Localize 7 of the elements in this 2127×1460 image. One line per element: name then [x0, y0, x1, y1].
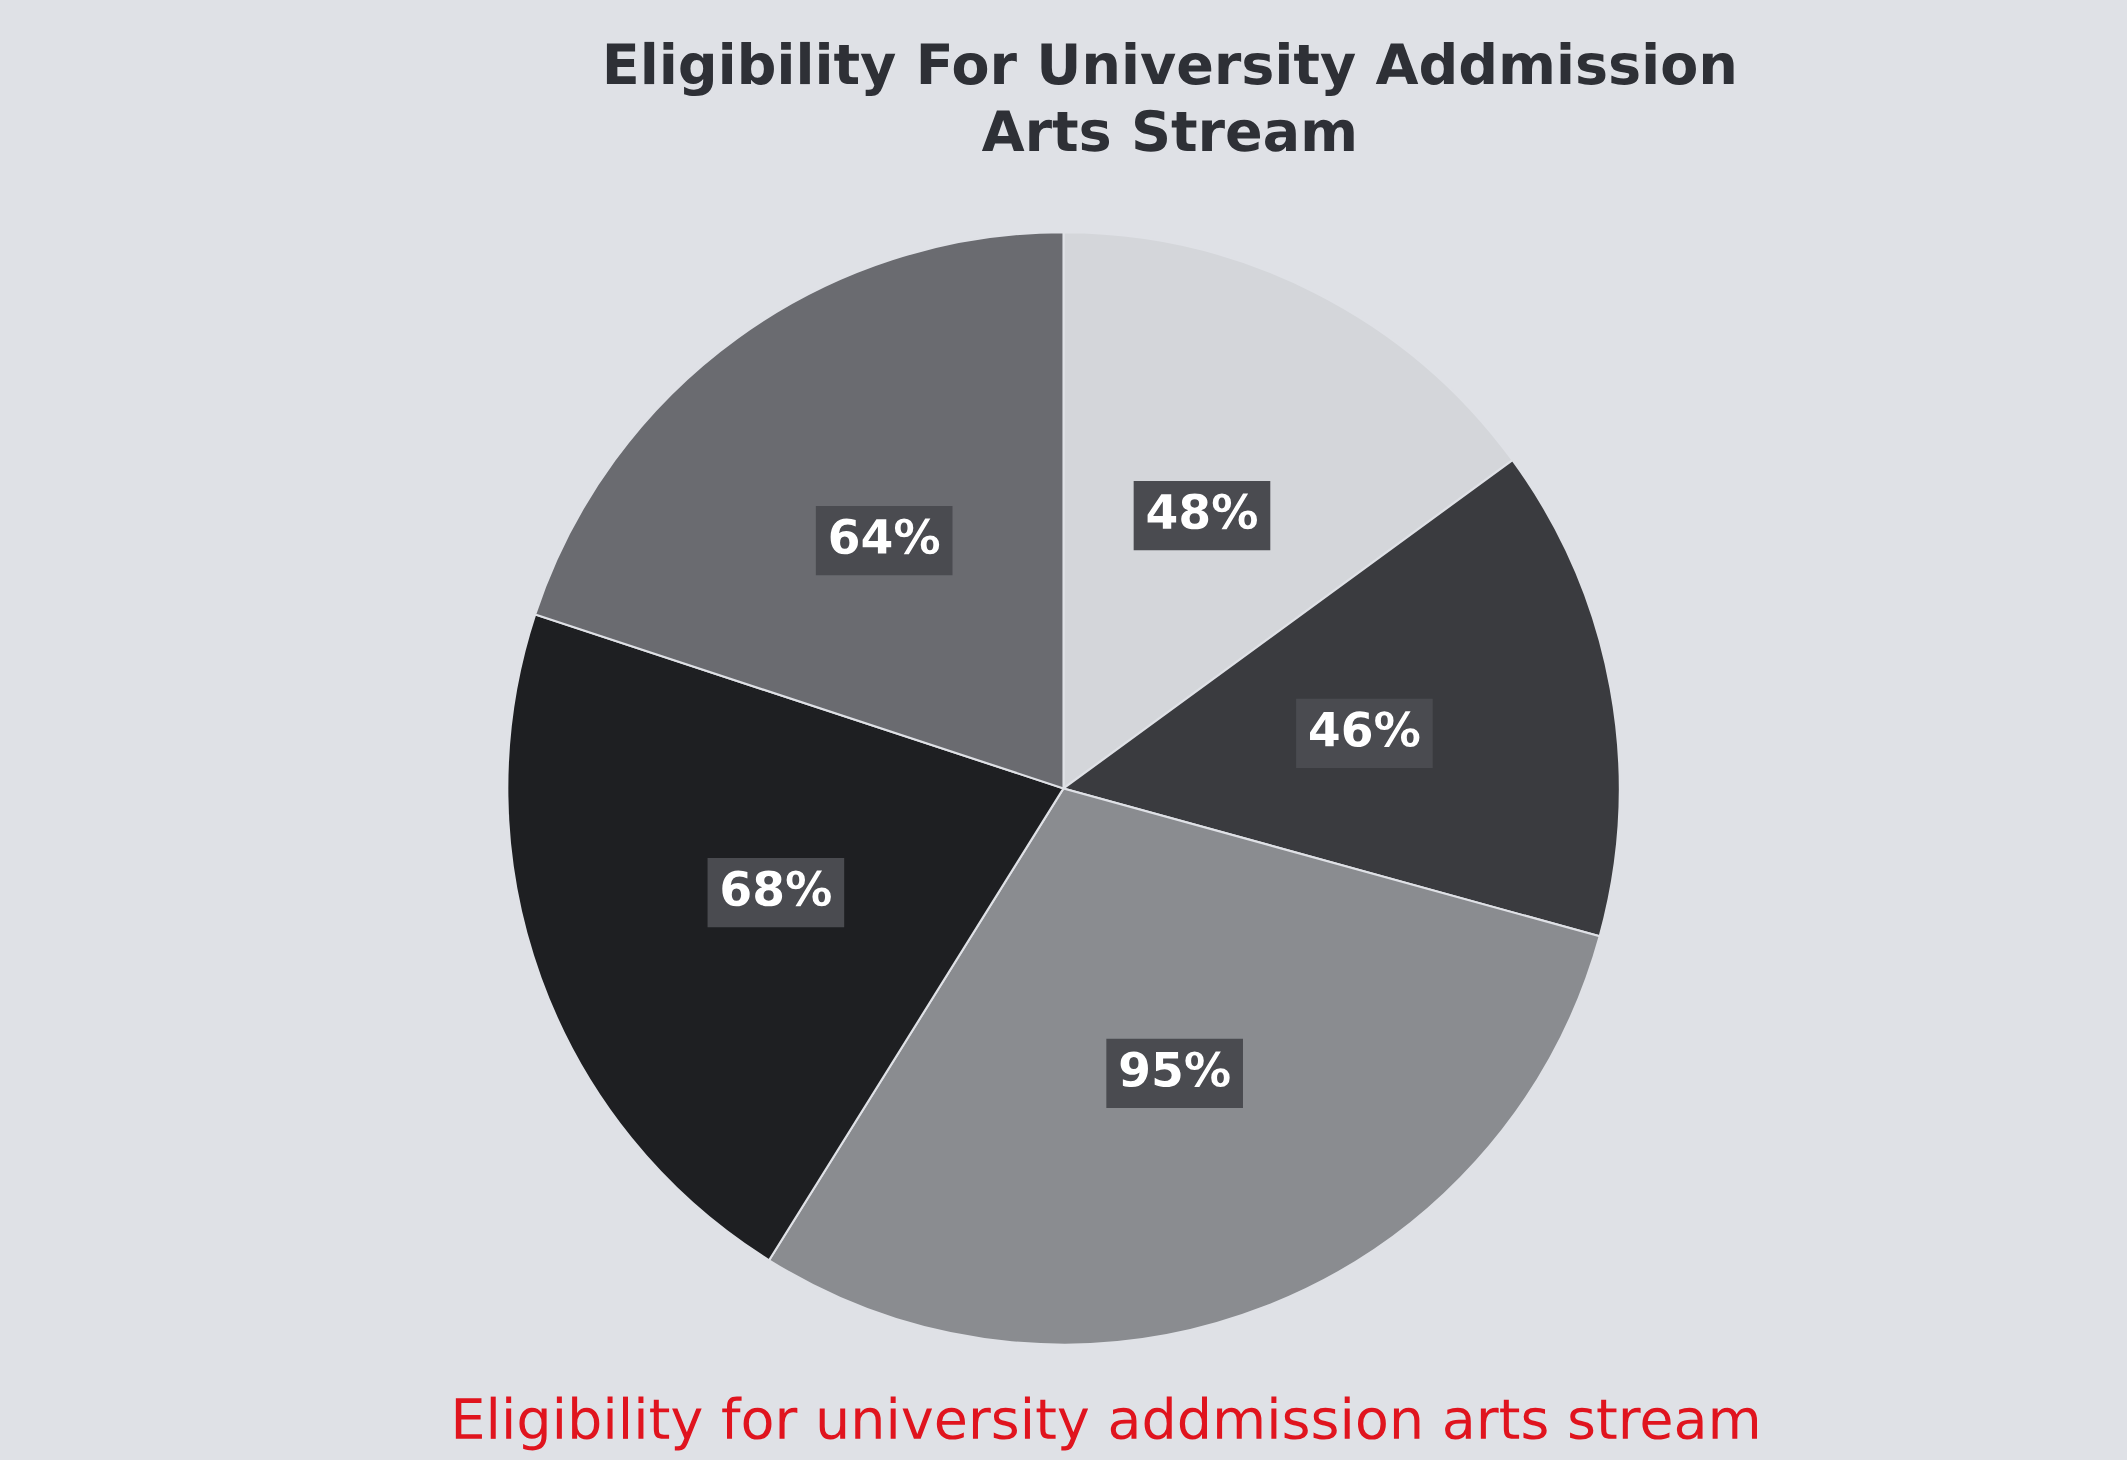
text: Eligibility for university addmission arts stream [455, 1396, 1757, 1451]
data-label: 64% [830, 518, 940, 555]
data-label: 95% [1120, 1051, 1230, 1088]
data-label: 68% [722, 870, 831, 907]
chart-title: Eligibility For University Addmission Arts Stream [606, 41, 1734, 152]
data-label: 48% [1147, 493, 1257, 530]
data-label: 46% [1310, 711, 1420, 748]
